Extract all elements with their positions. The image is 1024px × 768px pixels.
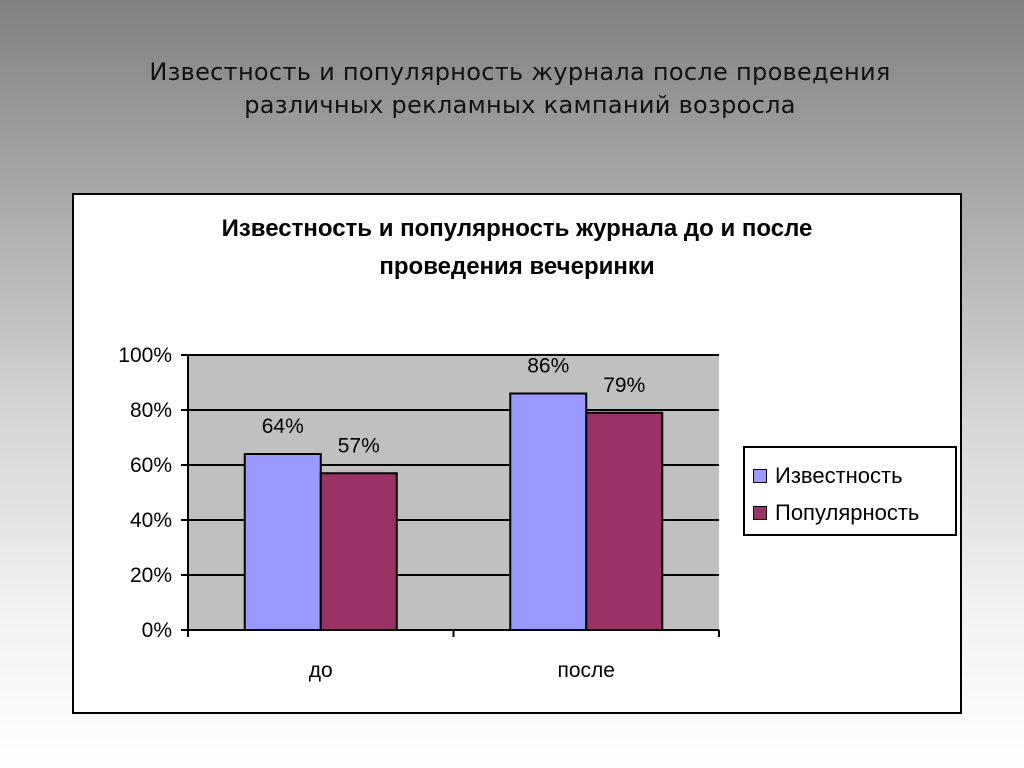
y-tick-label: 0% <box>142 619 172 642</box>
legend-item-izvestnost: Известность <box>753 462 903 490</box>
slide-title-line-1: Известность и популярность журнала после… <box>149 58 891 86</box>
data-label: 57% <box>338 434 380 457</box>
x-category-label: до <box>309 659 333 682</box>
bar <box>319 472 398 631</box>
legend-item-populyarnost: Популярность <box>753 499 919 527</box>
legend-label-izvestnost: Известность <box>775 463 903 488</box>
chart-container: Известность и популярность журнала до и … <box>72 193 962 714</box>
y-tick-label: 20% <box>130 564 172 587</box>
bar <box>243 453 322 631</box>
chart-plot: 0% 20% 40% 60% 80% 100% 64% 57% до 86% 79% после <box>118 344 720 682</box>
y-tick-label: 100% <box>118 344 172 367</box>
data-label: 86% <box>527 355 569 378</box>
chart-legend: Известность Популярность <box>743 446 957 536</box>
y-tick-label: 60% <box>130 454 172 477</box>
y-tick-label: 40% <box>130 509 172 532</box>
chart-title-line-1: Известность и популярность журнала до и … <box>221 215 813 242</box>
x-category-label: после <box>558 659 615 682</box>
y-tick-label: 80% <box>130 399 172 422</box>
legend-swatch-populyarnost <box>753 506 767 520</box>
bar <box>585 411 664 631</box>
chart-title-line-2: проведения вечеринки <box>379 253 655 280</box>
data-label: 64% <box>262 415 304 438</box>
legend-swatch-izvestnost <box>753 469 767 483</box>
chart-title: Известность и популярность журнала до и … <box>74 210 960 286</box>
bar <box>509 392 588 631</box>
data-label: 79% <box>603 374 645 397</box>
slide-title-line-2: различных рекламных кампаний возросла <box>244 91 796 119</box>
slide-title: Известность и популярность журнала после… <box>80 56 960 122</box>
legend-label-populyarnost: Популярность <box>775 500 920 525</box>
